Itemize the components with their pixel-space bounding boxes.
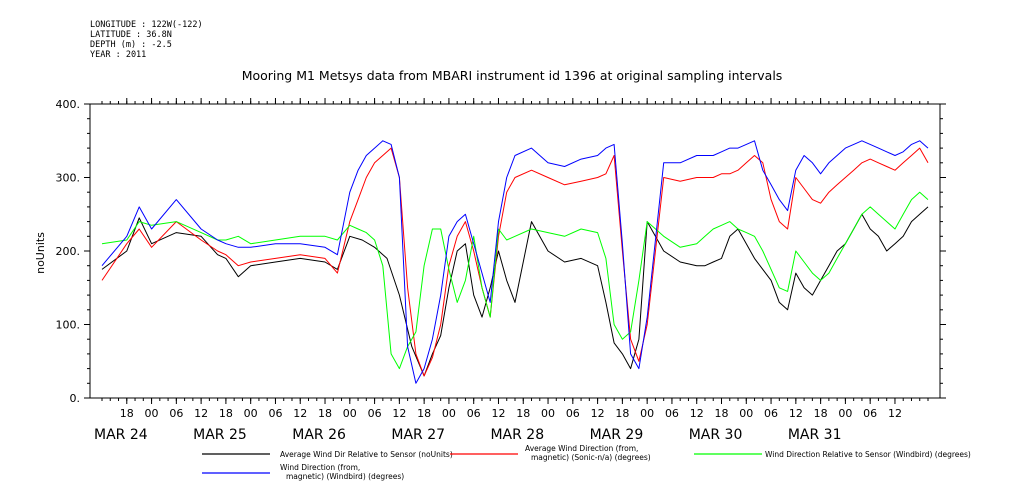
longitude-text: LONGITUDE : 122W(-122): [90, 20, 203, 30]
metadata-block: LONGITUDE : 122W(-122) LATITUDE : 36.8N …: [90, 20, 203, 60]
x-tick-label: 12: [293, 407, 307, 420]
x-tick-label: 00: [442, 407, 456, 420]
x-tick-label: 18: [814, 407, 828, 420]
x-date-label: MAR 27: [391, 427, 445, 443]
legend-label-3-line2: magnetic) (Windbird) (degrees): [286, 472, 404, 481]
x-tick-label: 18: [615, 407, 629, 420]
x-date-label: MAR 31: [788, 427, 842, 443]
x-tick-label: 06: [665, 407, 679, 420]
x-tick-label: 06: [764, 407, 778, 420]
legend-label-3: Wind Direction (from,: [280, 463, 360, 472]
x-tick-label: 18: [318, 407, 332, 420]
x-tick-label: 12: [392, 407, 406, 420]
latitude-text: LATITUDE : 36.8N: [90, 30, 172, 40]
x-tick-label: 00: [541, 407, 555, 420]
legend-label-1-line2: magnetic) (Sonic-n/a) (degrees): [531, 453, 651, 462]
y-tick-label: 200.: [56, 245, 81, 258]
x-tick-label: 12: [789, 407, 803, 420]
y-tick-label: 300.: [56, 172, 81, 185]
y-axis-label: noUnits: [34, 232, 47, 274]
y-tick-label: 100.: [56, 319, 81, 332]
legend-label-1: Average Wind Direction (from,: [525, 444, 638, 453]
axes: 0. 100. 200. 300. 400. 18 00 06 12 18 00 06 12 18 00 06…: [56, 98, 946, 443]
series-line-2: [101, 191, 929, 370]
x-tick-label: 06: [467, 407, 481, 420]
x-tick-label: 00: [838, 407, 852, 420]
x-tick-label: 12: [591, 407, 605, 420]
x-tick-label: 18: [516, 407, 530, 420]
x-tick-label: 12: [888, 407, 902, 420]
series-line-0: [101, 206, 929, 377]
x-tick-label: 00: [739, 407, 753, 420]
depth-text: DEPTH (m) : -2.5: [90, 40, 172, 50]
x-date-label: MAR 28: [490, 427, 544, 443]
x-tick-label: 18: [219, 407, 233, 420]
x-tick-label: 00: [244, 407, 258, 420]
x-tick-label: 00: [343, 407, 357, 420]
x-tick-label: 06: [268, 407, 282, 420]
legend: Average Wind Dir Relative to Sensor (noU…: [202, 444, 971, 481]
x-date-label: MAR 26: [292, 427, 346, 443]
x-date-label: MAR 29: [590, 427, 644, 443]
x-tick-label: 06: [863, 407, 877, 420]
y-tick-label: 400.: [56, 98, 81, 111]
x-tick-label: 00: [145, 407, 159, 420]
x-tick-label: 00: [640, 407, 654, 420]
series-line-1: [101, 147, 929, 377]
x-tick-label: 12: [491, 407, 505, 420]
series-line-3: [101, 140, 929, 384]
x-tick-label: 06: [169, 407, 183, 420]
year-text: YEAR : 2011: [90, 50, 147, 60]
x-tick-label: 06: [368, 407, 382, 420]
x-tick-label: 18: [715, 407, 729, 420]
x-date-label: MAR 25: [193, 427, 247, 443]
x-tick-label: 18: [417, 407, 431, 420]
legend-label-0: Average Wind Dir Relative to Sensor (noU…: [280, 450, 453, 459]
y-tick-label: 0.: [70, 392, 81, 405]
chart-title: Mooring M1 Metsys data from MBARI instru…: [242, 68, 783, 83]
legend-label-2: Wind Direction Relative to Sensor (Windb…: [765, 450, 971, 459]
x-tick-label: 18: [120, 407, 134, 420]
series-group: [101, 140, 929, 384]
x-tick-label: 12: [690, 407, 704, 420]
x-tick-label: 12: [194, 407, 208, 420]
x-date-label: MAR 30: [689, 427, 743, 443]
x-tick-label: 06: [566, 407, 580, 420]
x-date-label: MAR 24: [94, 427, 148, 443]
